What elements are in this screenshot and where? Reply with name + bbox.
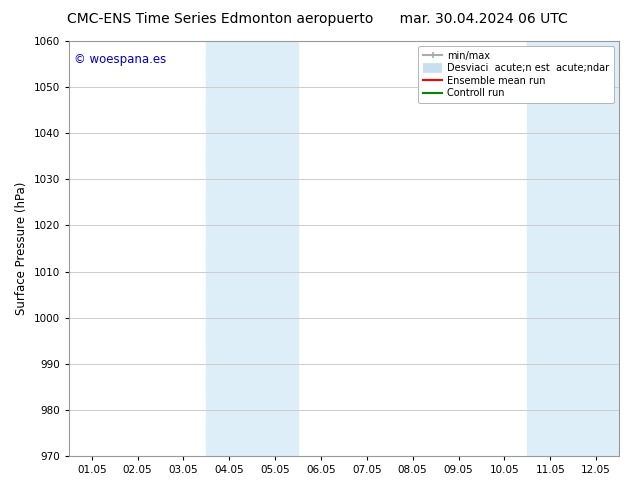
Bar [207,41,298,456]
Text: © woespana.es: © woespana.es [74,53,167,67]
Y-axis label: Surface Pressure (hPa): Surface Pressure (hPa) [15,182,28,315]
Bar [527,41,619,456]
Legend: min/max, Desviaci  acute;n est  acute;ndar, Ensemble mean run, Controll run: min/max, Desviaci acute;n est acute;ndar… [418,46,614,103]
Text: CMC-ENS Time Series Edmonton aeropuerto      mar. 30.04.2024 06 UTC: CMC-ENS Time Series Edmonton aeropuerto … [67,12,567,26]
